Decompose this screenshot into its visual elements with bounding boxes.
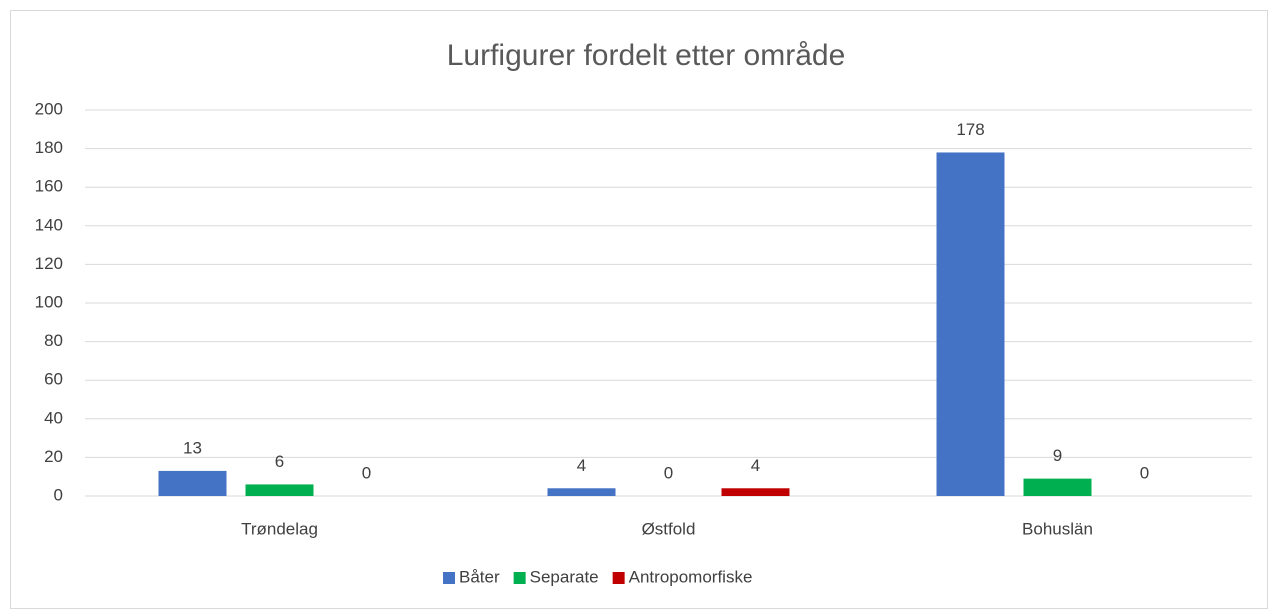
y-tick-label: 0 xyxy=(54,485,63,504)
data-label: 6 xyxy=(275,452,284,471)
bar xyxy=(1023,478,1092,496)
bar xyxy=(547,488,616,496)
y-tick-label: 100 xyxy=(35,292,63,311)
y-tick-label: 20 xyxy=(44,447,63,466)
data-label: 0 xyxy=(362,463,371,482)
x-tick-label: Bohuslän xyxy=(1022,519,1093,538)
bar xyxy=(721,488,790,496)
legend-swatch xyxy=(612,572,625,584)
data-label: 13 xyxy=(183,438,202,457)
y-tick-label: 180 xyxy=(35,138,63,157)
legend-label: Antropomorfiske xyxy=(629,567,753,586)
data-label: 0 xyxy=(1140,463,1149,482)
data-label: 178 xyxy=(956,120,984,139)
x-tick-label: Østfold xyxy=(642,519,696,538)
chart-title: Lurfigurer fordelt etter område xyxy=(447,39,846,72)
y-tick-label: 160 xyxy=(35,177,63,196)
bar xyxy=(936,152,1005,496)
bar xyxy=(245,484,314,496)
bar xyxy=(158,470,227,496)
data-label: 0 xyxy=(664,463,673,482)
legend-swatch xyxy=(513,572,526,584)
legend-swatch xyxy=(443,572,455,584)
legend-label: Separate xyxy=(530,567,599,586)
y-tick-label: 200 xyxy=(35,99,63,118)
data-label: 4 xyxy=(751,456,760,475)
data-label: 9 xyxy=(1053,446,1062,465)
data-label: 4 xyxy=(577,456,586,475)
y-tick-label: 60 xyxy=(44,370,63,389)
x-tick-label: Trøndelag xyxy=(241,519,318,538)
y-tick-label: 120 xyxy=(35,254,63,273)
legend-label: Båter xyxy=(459,567,500,586)
y-tick-label: 80 xyxy=(44,331,63,350)
y-tick-label: 140 xyxy=(35,215,63,234)
y-tick-label: 40 xyxy=(44,408,63,427)
